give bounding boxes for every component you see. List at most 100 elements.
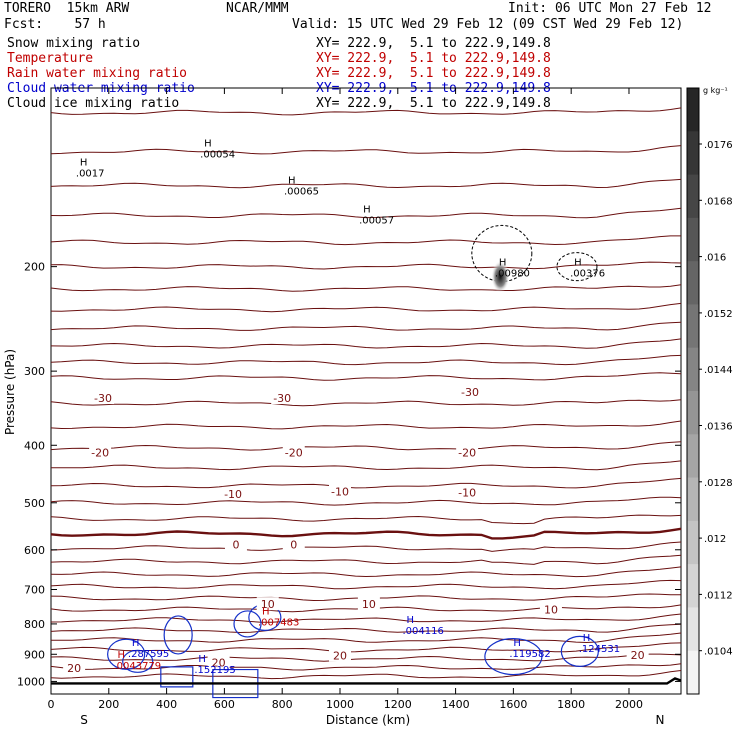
maximum-value: .004116 [402,626,443,637]
cloud-water-contour [560,635,599,667]
temperature-label: 10 [362,598,376,611]
temperature-label-bg [63,661,86,675]
colorbar-swatch [687,564,699,608]
maximum-value: .124531 [579,644,620,655]
temperature-label-bg [459,384,482,398]
contour-labels: -30 -30 -30 -20 -20 -20 -10 -10 -10 0 0 10 10 10 20 20 2… [63,139,649,676]
maximum-marker: H [132,638,140,649]
cloud-ice-contour [556,252,598,282]
forecast-hour: Fcst: 57 h [4,17,106,32]
temperature-label-bg [357,597,380,611]
temperature-label-bg [207,655,230,669]
temperature-label-bg [456,485,479,499]
colorbar-label: .0104 [704,647,733,658]
left-end-label: S [80,713,88,727]
isotherm-line [50,338,682,349]
isotherm-line [50,284,682,292]
isotherm-line [50,321,682,331]
temperature-label-bg [282,537,305,551]
isotherm-line [50,527,682,540]
temperature-label: 20 [212,657,226,670]
field-xy-snow: XY= 222.9, 5.1 to 222.9,149.8 [316,36,551,51]
isotherm-line [50,145,682,155]
colorbar-label: .016 [704,253,726,264]
cloud-water-contour [233,610,262,638]
x-tick-label: 200 [98,698,119,711]
colorbar-swatch [687,347,699,392]
valid-time: Valid: 15 UTC Wed 29 Feb 12 (09 CST Wed … [292,17,684,32]
isotherm-line [50,302,682,313]
field-name-temperature: Temperature [7,51,94,66]
maximum-value: .0017 [76,169,105,180]
temperature-label-bg [328,484,351,498]
x-tick-label: 800 [272,698,293,711]
colorbar-swatch [687,650,699,695]
isotherm-line [50,372,682,381]
isotherm-line [50,623,682,634]
right-end-label: N [656,713,665,727]
colorbar-swatch [687,174,699,219]
x-tick-label: 0 [48,698,55,711]
surface-line [51,677,682,685]
isotherm-line [50,207,682,219]
temperature-label-bg [224,537,247,551]
temperature-label: 0 [290,539,297,552]
colorbar-swatch [687,607,699,652]
x-tick-label: 400 [156,698,177,711]
isotherm-line [50,566,682,578]
y-tick-label: 200 [24,261,45,274]
isotherm-line [50,554,682,565]
maximum-value: .00980 [495,268,530,279]
init-time: Init: 06 UTC Mon 27 Feb 12 [508,1,712,16]
cloud-water-contour [484,637,543,676]
isotherm-line [51,460,682,471]
isotherm-line [50,441,682,451]
colorbar-label: .0136 [704,422,733,433]
temperature-label: 10 [544,604,558,617]
colorbar-swatch [687,261,699,305]
colorbar-unit: g kg⁻¹ [703,86,728,95]
temperature-label: 10 [261,598,275,611]
isotherm-line [50,399,682,407]
temperature-label-bg [256,597,279,611]
maximum-marker: H [117,650,125,661]
maximum-value: .00054 [200,150,235,161]
x-tick-label: 1800 [557,698,585,711]
maximum-marker: H [363,205,371,216]
isotherm-line [50,235,681,246]
maximum-value: .287595 [128,649,169,660]
isotherm-line [50,514,682,525]
isotherm-line [50,642,682,653]
cloud-water-contour [212,668,259,699]
maximum-marker: H [204,139,212,150]
colorbar-swatch [687,391,699,435]
isotherm-line [50,541,682,552]
temperature-label: -30 [273,392,291,405]
cloud-water-contour [163,615,193,655]
cloud-water-contour [107,638,146,670]
y-tick-label: 500 [24,497,45,510]
colorbar-label: .0144 [704,365,733,376]
model-name: TORERO 15km ARW [4,1,130,16]
isotherm-line [50,107,682,116]
colorbar-swatch [687,477,699,522]
isotherm-line [50,613,682,623]
x-tick-label: 1200 [384,698,412,711]
maximum-marker: H [513,638,521,649]
maximum-value: .00057 [359,216,394,227]
temperature-label: -20 [91,446,109,459]
x-tick-label: 1400 [442,698,470,711]
colorbar-swatch [687,304,699,349]
x-tick-label: 600 [214,698,235,711]
temperature-label: 20 [631,649,645,662]
temperature-label: -10 [224,488,242,501]
colorbar-label: .0168 [704,196,733,207]
temperature-label-bg [222,486,245,500]
isotherm-line [50,496,682,506]
colorbar-label: .0176 [704,140,733,151]
field-xy-rain: XY= 222.9, 5.1 to 222.9,149.8 [316,66,551,81]
snow-shading [491,260,510,293]
temperature-label: -30 [461,386,479,399]
x-tick-label: 1600 [499,698,527,711]
